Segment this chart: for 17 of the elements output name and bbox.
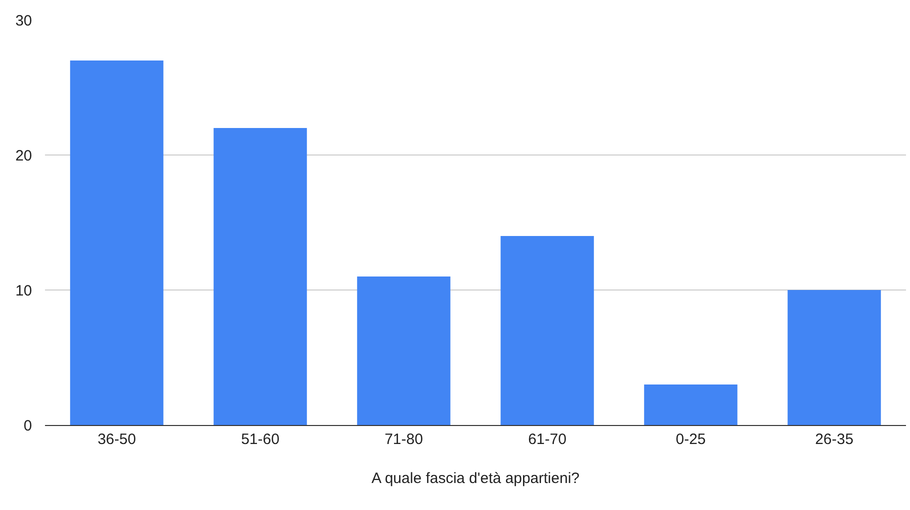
bar xyxy=(788,290,881,425)
y-tick-label: 10 xyxy=(15,282,32,300)
x-tick-label: 0-25 xyxy=(676,431,706,448)
x-tick-label: 26-35 xyxy=(815,431,854,448)
x-tick-label: 71-80 xyxy=(384,431,423,448)
bar xyxy=(70,60,164,425)
x-tick-label: 61-70 xyxy=(528,431,566,448)
bar xyxy=(644,384,738,425)
bar xyxy=(500,236,594,425)
y-tick-label: 20 xyxy=(15,147,32,164)
y-tick-label: 0 xyxy=(24,417,32,434)
x-tick-label: 36-50 xyxy=(98,431,136,448)
bar xyxy=(214,128,307,425)
x-tick-label: 51-60 xyxy=(241,431,280,448)
bar xyxy=(357,276,450,425)
x-axis-title: A quale fascia d'età appartieni? xyxy=(371,470,580,487)
y-tick-label: 30 xyxy=(15,12,32,30)
